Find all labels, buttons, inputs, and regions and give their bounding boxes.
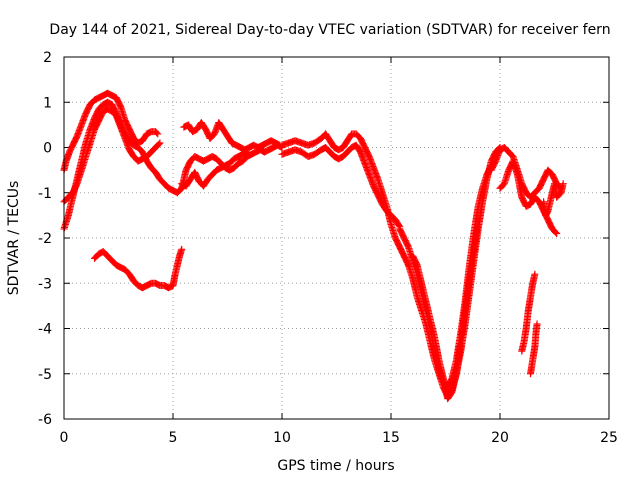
x-tick-label: 5 (169, 430, 178, 446)
data-point (154, 130, 162, 138)
data-point (153, 129, 161, 137)
y-axis-label: SDTVAR / TECUs (6, 181, 22, 296)
series-plateau-b (278, 141, 404, 231)
y-tick-label: -1 (38, 186, 52, 202)
data-point (552, 228, 560, 236)
data-point (533, 320, 541, 328)
data-point (178, 245, 186, 253)
y-tick-label: 2 (43, 50, 52, 66)
data-point (156, 139, 164, 147)
y-tick-label: -2 (38, 231, 52, 247)
data-point (553, 229, 561, 237)
y-tick-label: -6 (38, 412, 52, 428)
series-isolated-arc (91, 245, 186, 292)
x-tick-label: 20 (491, 430, 509, 446)
data-point (559, 180, 567, 188)
data-point (243, 148, 251, 156)
chart-title: Day 144 of 2021, Sidereal Day-to-day VTE… (49, 22, 610, 38)
x-tick-label: 10 (273, 430, 291, 446)
data-series (60, 89, 567, 403)
series-mid-cluster-c (178, 148, 251, 190)
series-mid-cluster-a (178, 141, 286, 192)
data-point (155, 140, 163, 148)
data-point (531, 270, 539, 278)
y-tick-labels: -6 -5 -4 -3 -2 -1 0 1 2 (38, 50, 52, 428)
grid (64, 57, 609, 419)
y-tick-label: -4 (38, 322, 52, 338)
x-axis-label: GPS time / hours (277, 458, 394, 474)
series-late-spike (518, 270, 539, 355)
y-tick-label: 0 (43, 141, 52, 157)
data-point (474, 216, 482, 224)
x-tick-label: 0 (60, 430, 69, 446)
series-late-spike-b (527, 320, 541, 378)
series-trough-c (409, 216, 482, 403)
y-tick-label: -5 (38, 367, 52, 383)
series-track-c-lower (60, 105, 164, 206)
data-point (395, 222, 403, 230)
x-tick-labels: 0 5 10 15 20 25 (60, 430, 618, 446)
x-tick-label: 25 (600, 430, 618, 446)
series-track-b-early (60, 89, 162, 174)
plot-frame (63, 56, 610, 420)
series-late-cluster (540, 180, 567, 219)
x-tick-label: 15 (382, 430, 400, 446)
series-mid-cluster-b (180, 119, 284, 154)
y-tick-label: -3 (38, 276, 52, 292)
y-tick-label: 1 (43, 95, 52, 111)
